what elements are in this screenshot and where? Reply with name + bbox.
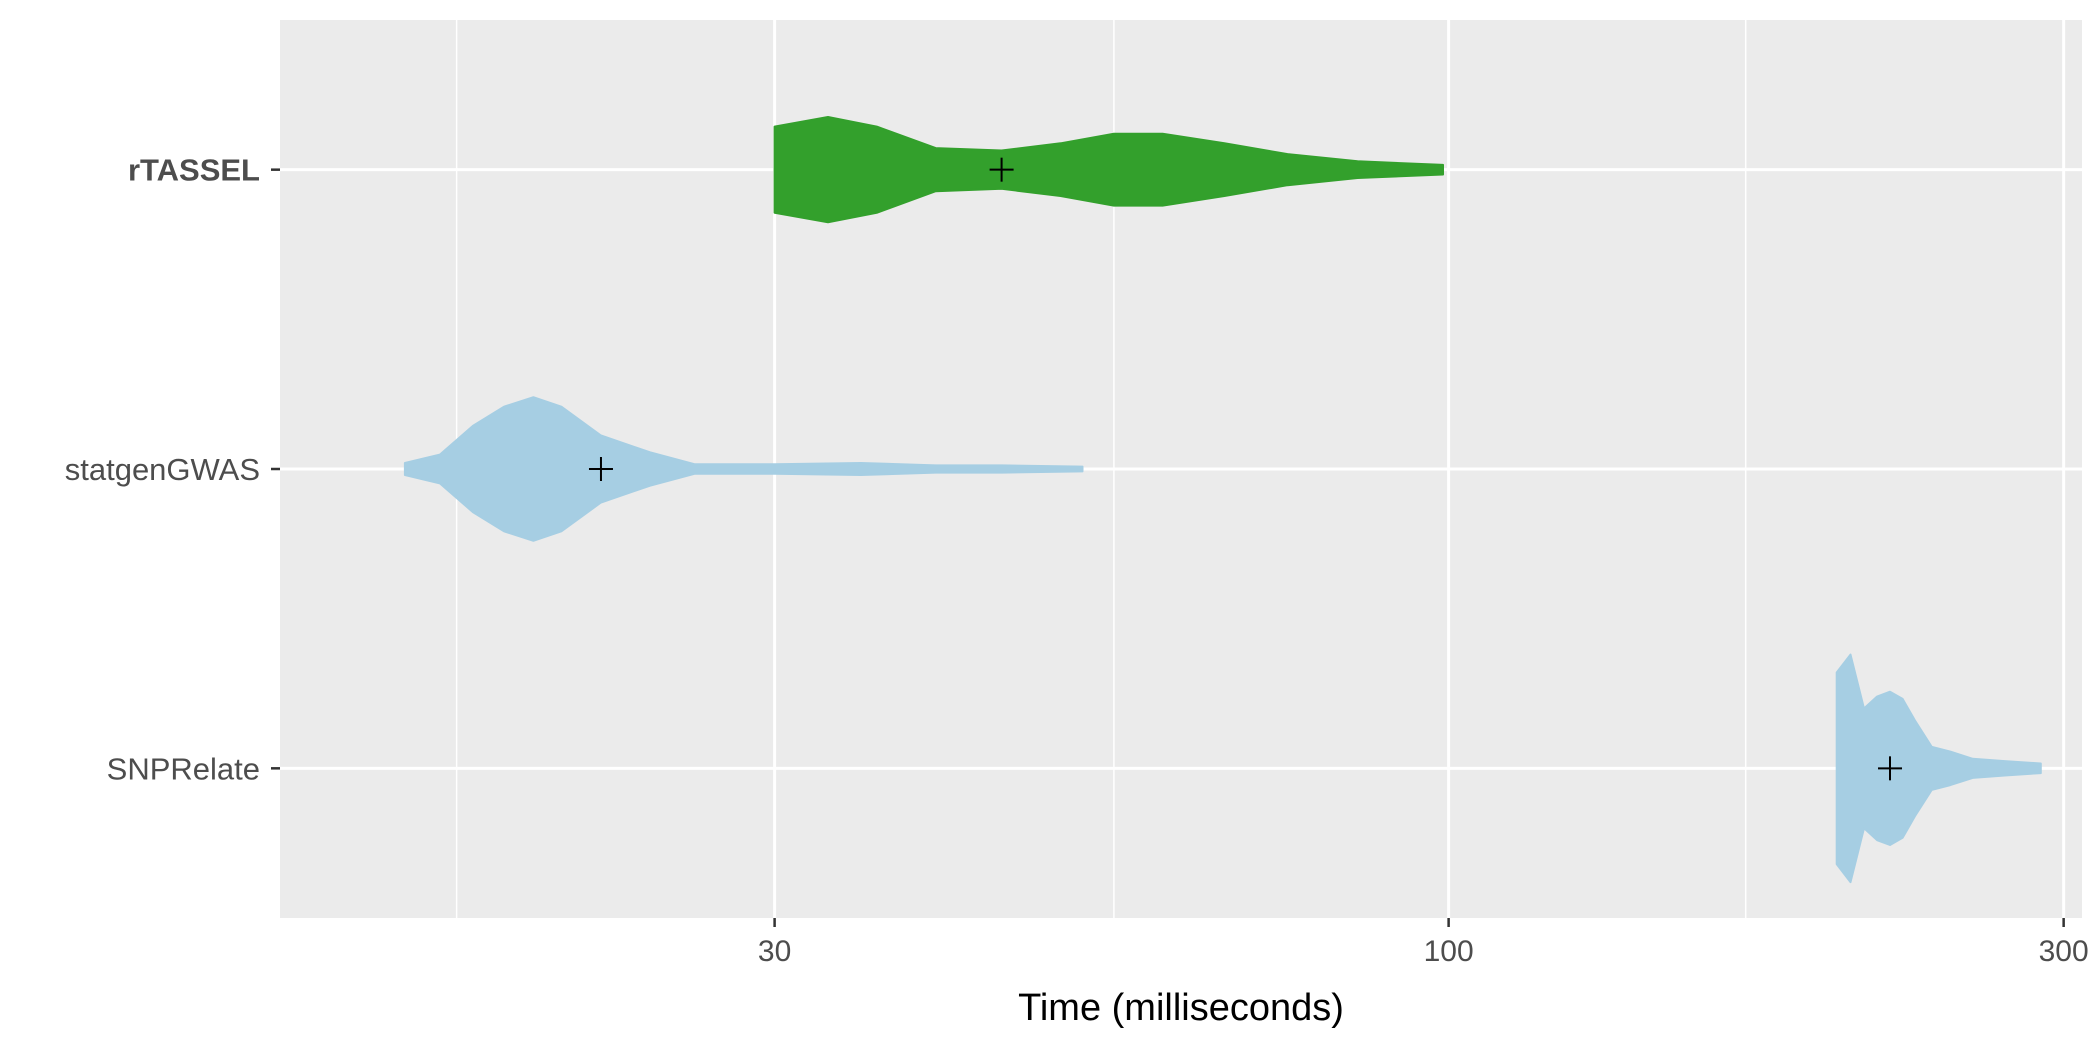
x-tick-label: 300 (2039, 935, 2089, 968)
violins (403, 116, 2042, 884)
mean-markers (588, 157, 1903, 781)
category-label-statgengwas: statgenGWAS (65, 452, 260, 487)
violin-statgengwas (403, 396, 1084, 542)
x-axis-title: Time (milliseconds) (1018, 987, 1344, 1029)
mean-marker-rtassel (989, 157, 1014, 182)
mean-marker-statgengwas (588, 457, 613, 481)
category-label-rtassel: rTASSEL (128, 153, 260, 188)
mean-marker-snprelate (1878, 756, 1903, 781)
axes: 30 100 300 rTASSEL statgenGWAS SNPRelate (65, 153, 2089, 968)
x-tick-label: 30 (758, 935, 791, 968)
x-tick-label: 100 (1424, 935, 1474, 968)
violin-rtassel (773, 116, 1444, 224)
category-label-snprelate: SNPRelate (107, 751, 260, 786)
violin-snprelate (1835, 653, 2042, 884)
